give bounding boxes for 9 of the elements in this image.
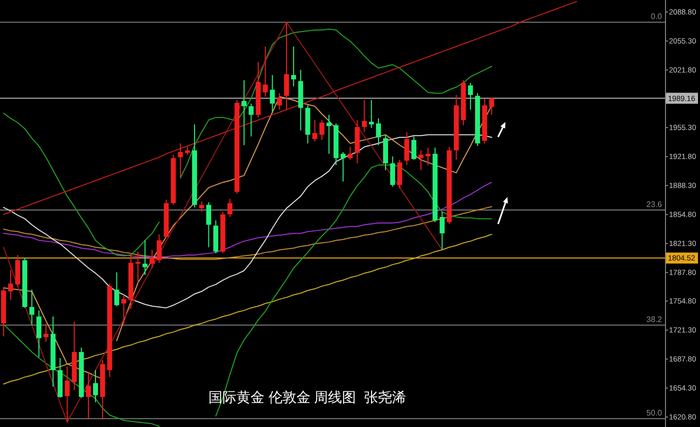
annotation: 23.6 bbox=[646, 200, 663, 210]
annotation: 50.0 bbox=[646, 408, 663, 418]
line-series bbox=[3, 0, 578, 215]
line-series bbox=[3, 22, 443, 423]
annotations: 国际黄金 伦敦金 周线图 张尧浠 bbox=[208, 389, 406, 405]
annotation: 38.2 bbox=[646, 315, 663, 324]
line-series bbox=[3, 134, 492, 308]
line-series bbox=[3, 234, 492, 384]
annotation: 0.0 bbox=[650, 12, 663, 22]
